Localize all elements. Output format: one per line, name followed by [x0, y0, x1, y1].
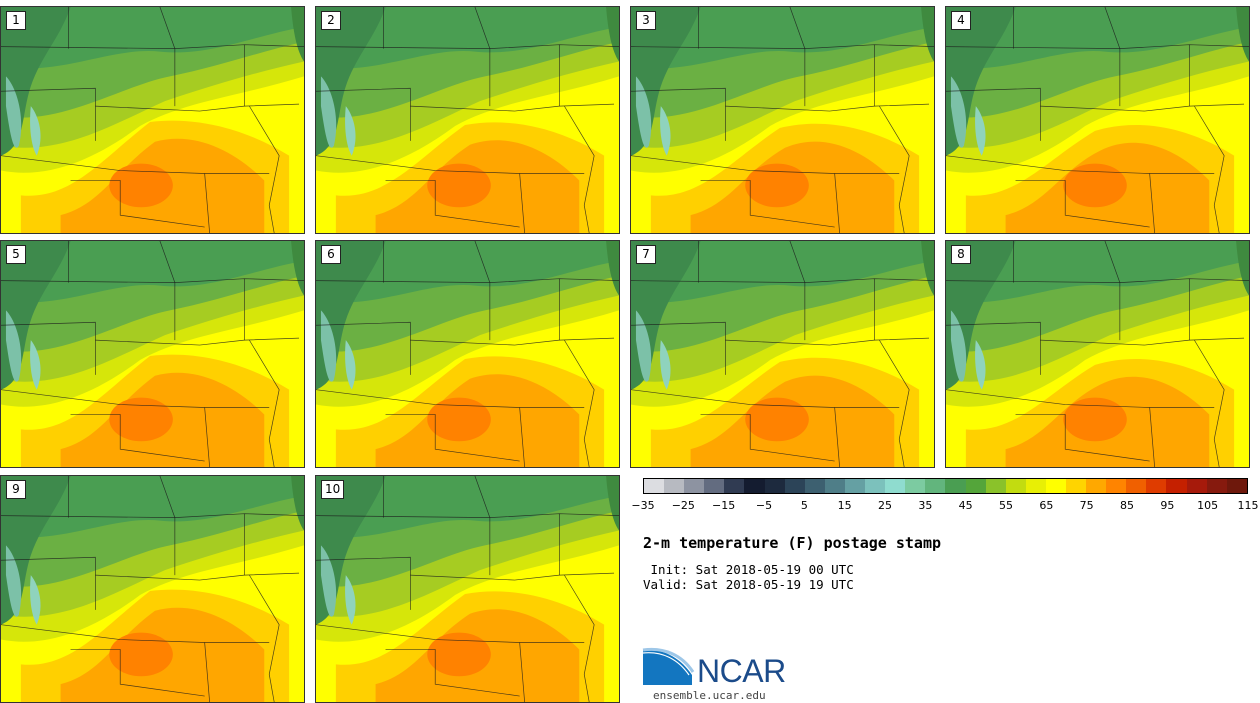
postage-stamp-panel-10[interactable]: 10 — [315, 475, 620, 703]
colorbar-swatch — [684, 479, 705, 493]
postage-stamp-panel-4[interactable]: 4 — [945, 6, 1250, 234]
colorbar-swatch — [764, 479, 785, 493]
colorbar-swatch — [1146, 479, 1167, 493]
colorbar-tick-label: 105 — [1197, 499, 1219, 512]
colorbar-tick-label: −5 — [755, 499, 773, 512]
colorbar-swatch — [885, 479, 906, 493]
colorbar-swatch — [804, 479, 825, 493]
postage-stamp-panel-5[interactable]: 5 — [0, 240, 305, 468]
colorbar-tick-label: 15 — [837, 499, 852, 512]
temperature-map — [1, 241, 304, 467]
colorbar-swatch — [824, 479, 845, 493]
member-number-badge: 5 — [6, 245, 26, 264]
member-number-badge: 7 — [636, 245, 656, 264]
member-number-badge: 4 — [951, 11, 971, 30]
colorbar-swatch — [905, 479, 926, 493]
colorbar-swatch — [1045, 479, 1066, 493]
colorbar-tick-label: 55 — [999, 499, 1013, 512]
valid-time: Valid: Sat 2018-05-19 19 UTC — [643, 577, 854, 592]
temperature-map — [1, 476, 304, 702]
temperature-map — [316, 7, 619, 233]
colorbar-legend: −35 −25 −15 −5 5 15 25 35 45 55 65 75 85 95 105 115 — [631, 478, 1259, 518]
temperature-map — [631, 241, 934, 467]
colorbar-swatch — [784, 479, 805, 493]
colorbar-swatch — [1166, 479, 1187, 493]
colorbar-swatch — [965, 479, 986, 493]
member-number-badge: 9 — [6, 480, 26, 499]
temperature-map — [316, 476, 619, 702]
postage-stamp-panel-8[interactable]: 8 — [945, 240, 1250, 468]
colorbar-tick-label: 65 — [1039, 499, 1054, 512]
colorbar-swatch — [1206, 479, 1227, 493]
colorbar-swatch — [844, 479, 866, 493]
init-time: Init: Sat 2018-05-19 00 UTC — [643, 562, 854, 577]
colorbar-swatch — [664, 479, 685, 493]
colorbar-tick-label: 5 — [800, 499, 808, 512]
logo-wordmark: NCAR — [697, 653, 786, 689]
colorbar-tick-label: 115 — [1237, 499, 1259, 512]
colorbar-swatch — [1186, 479, 1207, 493]
colorbar-swatch — [1106, 479, 1127, 493]
postage-stamp-panel-2[interactable]: 2 — [315, 6, 620, 234]
postage-stamp-panel-3[interactable]: 3 — [630, 6, 935, 234]
member-number-badge: 8 — [951, 245, 971, 264]
member-number-badge: 1 — [6, 11, 26, 30]
colorbar-tick-label: 45 — [958, 499, 973, 512]
colorbar-swatch — [1065, 479, 1087, 493]
postage-stamp-panel-6[interactable]: 6 — [315, 240, 620, 468]
plot-title: 2-m temperature (F) postage stamp — [643, 534, 942, 552]
postage-stamp-panel-7[interactable]: 7 — [630, 240, 935, 468]
member-number-badge: 2 — [321, 11, 341, 30]
colorbar-tick-label: 75 — [1079, 499, 1094, 512]
colorbar-swatch — [744, 479, 765, 493]
colorbar — [643, 478, 1248, 494]
colorbar-swatch — [865, 479, 886, 493]
colorbar-swatch — [945, 479, 966, 493]
colorbar-swatch — [644, 479, 665, 493]
website-link[interactable]: ensemble.ucar.edu — [653, 689, 766, 702]
postage-stamp-panel-9[interactable]: 9 — [0, 475, 305, 703]
postage-stamp-panel-1[interactable]: 1 — [0, 6, 305, 234]
member-number-badge: 10 — [321, 480, 345, 499]
temperature-map — [631, 7, 934, 233]
colorbar-tick-label: 85 — [1120, 499, 1134, 512]
colorbar-tick-label: −25 — [671, 499, 695, 512]
colorbar-tick-label: 25 — [878, 499, 892, 512]
colorbar-tick-label: −15 — [712, 499, 736, 512]
temperature-map — [316, 241, 619, 467]
colorbar-swatch — [985, 479, 1006, 493]
member-number-badge: 6 — [321, 245, 341, 264]
temperature-map — [946, 241, 1249, 467]
ncar-logo-icon — [642, 647, 695, 685]
colorbar-swatch — [704, 479, 725, 493]
colorbar-swatch — [1086, 479, 1107, 493]
colorbar-tick-label: 95 — [1160, 499, 1175, 512]
colorbar-swatch — [925, 479, 946, 493]
colorbar-swatch — [724, 479, 745, 493]
colorbar-tick-label: 35 — [918, 499, 933, 512]
temperature-map — [946, 7, 1249, 233]
temperature-map — [1, 7, 304, 233]
colorbar-swatch — [1025, 479, 1046, 493]
member-number-badge: 3 — [636, 11, 656, 30]
colorbar-swatch — [1126, 479, 1147, 493]
colorbar-tick-label: −35 — [631, 499, 655, 512]
colorbar-swatch — [1226, 479, 1247, 493]
colorbar-swatch — [1005, 479, 1026, 493]
